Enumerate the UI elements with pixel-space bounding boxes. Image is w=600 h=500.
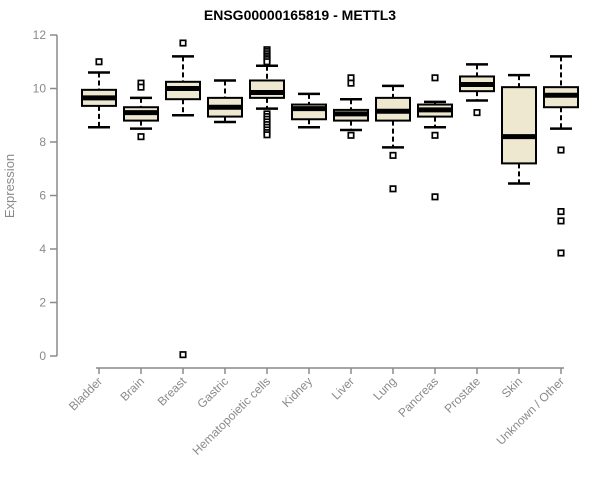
outlier-point bbox=[431, 193, 439, 201]
box-lung bbox=[375, 84, 411, 193]
y-tick-label: 6 bbox=[39, 189, 46, 203]
y-tick-label: 0 bbox=[39, 349, 46, 363]
outlier-point bbox=[431, 74, 439, 82]
box-pancreas bbox=[417, 74, 453, 201]
outlier-point bbox=[557, 146, 565, 154]
plot-area: 0 2 4 6 8 10 12 Bladder Brain Breast GastricHemato… bbox=[33, 28, 579, 458]
outlier-point bbox=[431, 131, 439, 139]
outlier-point bbox=[137, 133, 145, 141]
iqr-box bbox=[501, 86, 537, 165]
iqr-box bbox=[249, 79, 285, 99]
chart-title: ENSG00000165819 - METTL3 bbox=[204, 7, 396, 23]
outlier-point bbox=[179, 351, 187, 359]
y-tick-label: 12 bbox=[33, 28, 47, 42]
y-tick-label: 2 bbox=[39, 296, 46, 310]
x-tick-label-bladder: Bladder bbox=[66, 374, 105, 413]
x-tick-label-skin: Skin bbox=[499, 374, 525, 400]
y-tick-label: 10 bbox=[33, 82, 47, 96]
x-tick-label-lung: Lung bbox=[370, 374, 399, 403]
y-tick-label: 8 bbox=[39, 135, 46, 149]
box-unknown-other bbox=[543, 55, 579, 257]
y-axis-label: Expression bbox=[2, 154, 17, 218]
x-tick-label-brain: Brain bbox=[117, 374, 147, 404]
x-tick-label-liver: Liver bbox=[329, 374, 357, 402]
x-tick-label-gastric: Gastric bbox=[194, 374, 231, 411]
outlier-point bbox=[557, 208, 565, 216]
box-gastric bbox=[207, 79, 243, 124]
x-tick-label-kidney: Kidney bbox=[279, 374, 315, 410]
box-liver bbox=[333, 74, 369, 139]
outlier-point bbox=[557, 249, 565, 257]
outlier-point bbox=[137, 83, 145, 91]
outlier-point bbox=[347, 79, 355, 87]
outlier-point bbox=[263, 131, 271, 139]
x-tick-label-hematopoietic-cells: Hematopoietic cells bbox=[190, 374, 273, 457]
box-hematopoietic-cells bbox=[249, 46, 285, 139]
outlier-point bbox=[473, 109, 481, 117]
x-tick-label-breast: Breast bbox=[155, 374, 190, 409]
x-tick-label-pancreas: Pancreas bbox=[395, 374, 441, 420]
box-brain bbox=[123, 79, 159, 141]
box-skin bbox=[501, 73, 537, 185]
box-bladder bbox=[81, 58, 117, 129]
box-breast bbox=[165, 39, 201, 359]
outlier-point bbox=[263, 58, 271, 66]
x-tick-label-prostate: Prostate bbox=[442, 374, 484, 416]
y-tick-label: 4 bbox=[39, 242, 46, 256]
box-prostate bbox=[459, 63, 495, 117]
outlier-point bbox=[389, 151, 397, 159]
outlier-point bbox=[557, 217, 565, 225]
box-kidney bbox=[291, 92, 327, 129]
outlier-point bbox=[389, 185, 397, 193]
outlier-point bbox=[347, 131, 355, 139]
outlier-point bbox=[179, 39, 187, 47]
outlier-point bbox=[95, 58, 103, 66]
